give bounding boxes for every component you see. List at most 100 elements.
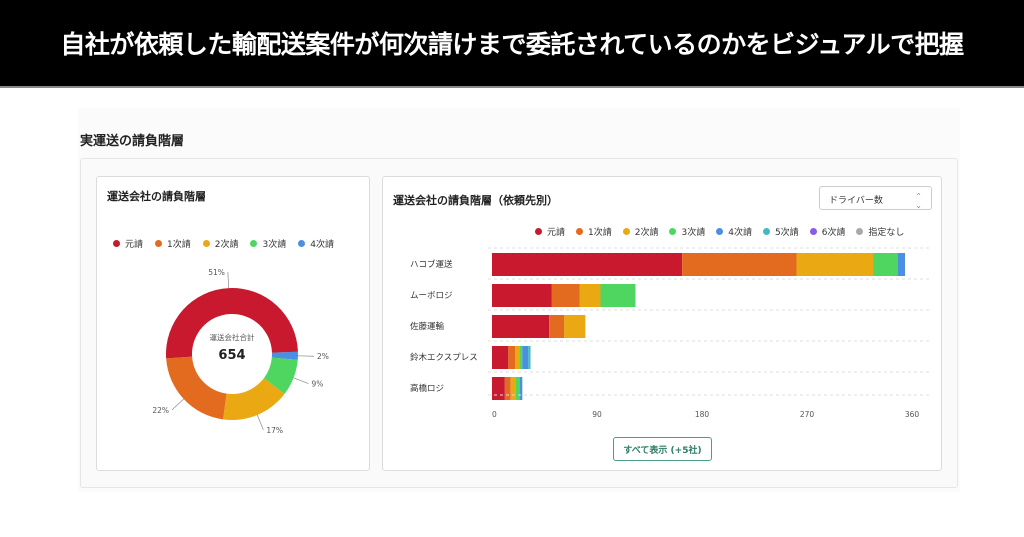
bar-card bbox=[382, 176, 942, 471]
bar-segment-1[interactable] bbox=[508, 346, 516, 369]
bar-segment-3[interactable] bbox=[515, 377, 520, 400]
bar-segment-2[interactable] bbox=[564, 315, 586, 338]
legend-label: 3次請 bbox=[262, 240, 287, 250]
legend-label: 指定なし bbox=[868, 228, 905, 238]
legend-label: 1次請 bbox=[167, 240, 191, 250]
legend-label: 2次請 bbox=[214, 240, 239, 250]
legend-item[interactable]: 3次請 bbox=[669, 225, 705, 238]
legend-dot-icon bbox=[576, 228, 584, 235]
legend-label: 3次請 bbox=[681, 228, 706, 238]
legend-item[interactable]: 元請 bbox=[535, 225, 565, 238]
bar-segment-3[interactable] bbox=[873, 253, 899, 276]
legend-dot-icon bbox=[155, 240, 163, 247]
donut-slice-2[interactable] bbox=[223, 378, 285, 420]
category-label: ムーボロジ bbox=[410, 291, 453, 301]
metric-select-value: ドライバー数 bbox=[829, 196, 883, 206]
x-tick-label: 360 bbox=[905, 410, 920, 419]
donut-leader-line bbox=[293, 377, 309, 384]
legend-dot-icon bbox=[298, 240, 306, 247]
donut-value-label: 22% bbox=[152, 406, 169, 415]
donut-slice-1[interactable] bbox=[166, 356, 227, 420]
bar-segment-0[interactable] bbox=[492, 284, 552, 307]
legend-dot-icon bbox=[250, 240, 258, 247]
legend-dot-icon bbox=[809, 228, 817, 235]
bar-segment-1[interactable] bbox=[504, 377, 511, 400]
metric-select[interactable]: ドライバー数 ⌃ ⌄ bbox=[819, 186, 932, 210]
banner-title: 自社が依頼した輸配送案件が何次請けまで委託されているのかをビジュアルで把握 bbox=[0, 0, 1024, 88]
bar-segment-2[interactable] bbox=[510, 377, 516, 400]
bar-segment-4[interactable] bbox=[898, 253, 905, 276]
donut-value-label: 2% bbox=[317, 352, 329, 361]
bar-segment-4[interactable] bbox=[520, 377, 523, 400]
bar-segment-1[interactable] bbox=[551, 284, 580, 307]
bar-segment-1[interactable] bbox=[682, 253, 797, 276]
x-tick-label: 180 bbox=[695, 410, 710, 419]
donut-chart: 2% 9% 17% 22% 51% 運送会社合計 654 bbox=[152, 268, 329, 435]
legend-item[interactable]: 4次請 bbox=[716, 225, 752, 238]
x-tick-label: 90 bbox=[592, 410, 602, 419]
donut-leader-line bbox=[171, 398, 184, 411]
legend-label: 4次請 bbox=[728, 228, 752, 238]
legend-label: 元請 bbox=[125, 240, 144, 250]
donut-value-label: 17% bbox=[266, 426, 283, 435]
bar-segment-2[interactable] bbox=[796, 253, 874, 276]
category-label: 佐藤運輸 bbox=[410, 321, 445, 332]
legend-item[interactable]: 3次請 bbox=[250, 237, 286, 250]
legend-label: 6次請 bbox=[821, 228, 846, 238]
legend-item[interactable]: 元請 bbox=[113, 237, 143, 250]
donut-slice-3[interactable] bbox=[263, 357, 298, 394]
category-label: 高橋ロジ bbox=[410, 383, 444, 394]
bar-segment-3[interactable] bbox=[600, 284, 636, 307]
bar-segment-5[interactable] bbox=[528, 346, 531, 369]
legend-label: 2次請 bbox=[634, 228, 659, 238]
bar-segment-2[interactable] bbox=[515, 346, 520, 369]
bar-segment-4[interactable] bbox=[522, 346, 529, 369]
donut-card bbox=[96, 176, 370, 471]
legend-label: 5次請 bbox=[774, 228, 799, 238]
updown-chevron-icon: ⌃ ⌄ bbox=[915, 192, 922, 210]
donut-leader-line bbox=[256, 414, 264, 430]
legend-label: 4次請 bbox=[310, 240, 334, 250]
legend-item[interactable]: 2次請 bbox=[622, 225, 659, 238]
legend-item[interactable]: 5次請 bbox=[762, 225, 799, 238]
category-label: 鈴木エクスプレス bbox=[410, 352, 478, 363]
bar-segment-1[interactable] bbox=[549, 315, 565, 338]
donut-value-label: 51% bbox=[208, 268, 225, 277]
donut-value-label: 9% bbox=[311, 380, 323, 389]
legend-label: 元請 bbox=[547, 228, 566, 238]
x-tick-label: 0 bbox=[492, 410, 497, 419]
donut-card-title: 運送会社の請負階層 bbox=[107, 190, 206, 203]
bar-segment-0[interactable] bbox=[492, 346, 509, 369]
legend-dot-icon bbox=[202, 240, 210, 247]
bar-segment-0[interactable] bbox=[492, 315, 550, 338]
legend-item[interactable]: 指定なし bbox=[856, 225, 904, 238]
donut-slice-4[interactable] bbox=[271, 351, 298, 360]
bar-segment-0[interactable] bbox=[492, 377, 505, 400]
section-title: 実運送の請負階層 bbox=[80, 134, 185, 149]
legend-dot-icon bbox=[113, 240, 120, 247]
donut-slice-0[interactable] bbox=[165, 287, 298, 359]
legend-item[interactable]: 1次請 bbox=[576, 225, 612, 238]
legend-item[interactable]: 6次請 bbox=[809, 225, 846, 238]
legend-label: 1次請 bbox=[588, 228, 612, 238]
donut-center-value: 654 bbox=[218, 348, 245, 363]
legend-dot-icon bbox=[622, 228, 630, 235]
legend-dot-icon bbox=[856, 228, 864, 235]
donut-legend: 元請 1次請 2次請 3次請 4次請 bbox=[113, 237, 334, 250]
donut-center-label: 運送会社合計 bbox=[210, 332, 255, 342]
legend-dot-icon bbox=[669, 228, 677, 235]
category-label: ハコブ運送 bbox=[410, 259, 453, 270]
legend-item[interactable]: 2次請 bbox=[202, 237, 239, 250]
legend-dot-icon bbox=[762, 228, 770, 235]
bar-segment-3[interactable] bbox=[520, 346, 523, 369]
legend-item[interactable]: 1次請 bbox=[155, 237, 191, 250]
legend-item[interactable]: 4次請 bbox=[298, 237, 334, 250]
bar-segment-0[interactable] bbox=[492, 253, 683, 276]
x-tick-label: 270 bbox=[800, 410, 815, 419]
donut-leader-line bbox=[227, 272, 230, 289]
bar-segment-2[interactable] bbox=[579, 284, 601, 307]
legend-dot-icon bbox=[535, 228, 542, 235]
bar-card-title: 運送会社の請負階層（依頼先別） bbox=[393, 194, 558, 207]
show-all-button[interactable]: すべて表示 (+5社) bbox=[613, 437, 712, 461]
